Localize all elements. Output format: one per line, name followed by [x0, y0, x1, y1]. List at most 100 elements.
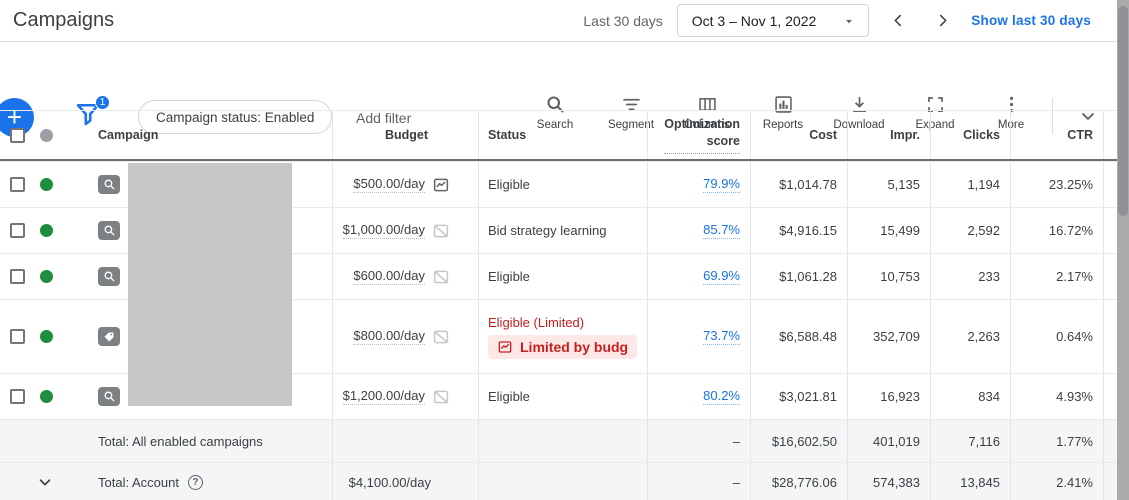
total-impressions-value: 401,019	[847, 420, 930, 462]
status-value: Eligible	[478, 162, 647, 207]
budget-value[interactable]: $600.00/day	[353, 268, 425, 285]
ctr-value: 4.93%	[1010, 374, 1103, 419]
toolbar-actions: Search Segment Columns Reports Download …	[517, 94, 1049, 131]
budget-value[interactable]: $1,200.00/day	[342, 388, 425, 405]
row-checkbox[interactable]	[10, 269, 25, 284]
table-row: $800.00/day Eligible (Limited) Limited b…	[0, 299, 1117, 373]
previous-period-button[interactable]	[883, 6, 913, 36]
optimization-score-link[interactable]: 69.9%	[703, 268, 740, 285]
campaign-enabled-dot-icon[interactable]	[40, 270, 53, 283]
optimization-score-column-header[interactable]: Optimization score	[647, 111, 750, 159]
caret-down-icon	[842, 14, 856, 28]
budget-value[interactable]: $500.00/day	[353, 176, 425, 193]
campaign-column-header[interactable]: Campaign	[98, 128, 159, 142]
ctr-value: 16.72%	[1010, 208, 1103, 253]
ctr-column-header[interactable]: CTR	[1010, 111, 1103, 159]
date-range-value: Oct 3 – Nov 1, 2022	[691, 12, 817, 29]
ctr-value: 0.64%	[1010, 300, 1103, 373]
budget-report-disabled-icon	[432, 222, 450, 240]
add-filter-button[interactable]: Add filter	[356, 110, 412, 126]
total-account-row: Total: Account ? $4,100.00/day – $28,776…	[0, 462, 1117, 500]
scrollbar-thumb[interactable]	[1118, 6, 1128, 216]
chevron-left-icon	[890, 12, 907, 29]
status-value: Eligible	[478, 374, 647, 419]
cost-column-header[interactable]: Cost	[750, 111, 847, 159]
budget-value[interactable]: $1,000.00/day	[342, 222, 425, 239]
total-impressions-value: 574,383	[847, 463, 930, 500]
budget-report-disabled-icon	[432, 388, 450, 406]
select-all-checkbox[interactable]	[10, 127, 25, 143]
date-preset-label: Last 30 days	[583, 12, 663, 29]
columns-button[interactable]: Columns	[669, 94, 745, 131]
budget-report-disabled-icon	[432, 328, 450, 346]
cost-value: $6,588.48	[750, 300, 847, 373]
impressions-column-header[interactable]: Impr.	[847, 111, 930, 159]
total-opt-value: –	[647, 420, 750, 462]
campaign-enabled-dot-icon[interactable]	[40, 390, 53, 403]
campaign-enabled-dot-icon[interactable]	[40, 224, 53, 237]
table-row: $600.00/day Eligible 69.9% $1,061.28 10,…	[0, 253, 1117, 299]
optimization-score-link[interactable]: 73.7%	[703, 328, 740, 345]
optimization-score-link[interactable]: 85.7%	[703, 222, 740, 239]
vertical-scrollbar[interactable]	[1117, 0, 1129, 500]
clicks-value: 233	[930, 254, 1010, 299]
segment-button[interactable]: Segment	[593, 94, 669, 131]
budget-value[interactable]: $800.00/day	[353, 328, 425, 345]
search-campaign-type-icon	[98, 221, 120, 240]
search-campaign-type-icon	[98, 387, 120, 406]
total-clicks-value: 7,116	[930, 420, 1010, 462]
show-last-30-days-link[interactable]: Show last 30 days	[971, 13, 1091, 28]
row-checkbox[interactable]	[10, 389, 25, 404]
clicks-value: 2,592	[930, 208, 1010, 253]
next-period-button[interactable]	[927, 6, 957, 36]
cost-value: $3,021.81	[750, 374, 847, 419]
date-range-selector[interactable]: Oct 3 – Nov 1, 2022	[676, 4, 870, 37]
campaign-enabled-dot-icon[interactable]	[40, 330, 53, 343]
toolbar: + 1 Campaign status: Enabled Add filter …	[0, 41, 1117, 137]
optimization-score-link[interactable]: 80.2%	[703, 388, 740, 405]
cost-value: $4,916.15	[750, 208, 847, 253]
cost-value: $1,014.78	[750, 162, 847, 207]
help-icon[interactable]: ?	[187, 474, 203, 490]
chevron-right-icon	[934, 12, 951, 29]
budget-report-icon[interactable]	[432, 176, 450, 194]
limited-by-budget-pill[interactable]: Limited by budg	[488, 334, 638, 359]
status-value: Bid strategy learning	[478, 208, 647, 253]
status-value: Eligible (Limited)	[488, 314, 585, 330]
download-button[interactable]: Download	[821, 94, 897, 131]
campaign-enabled-dot-icon[interactable]	[40, 178, 53, 191]
budget-report-disabled-icon	[432, 268, 450, 286]
total-clicks-value: 13,845	[930, 463, 1010, 500]
table-row: $1,000.00/day Bid strategy learning 85.7…	[0, 207, 1117, 253]
clicks-value: 2,263	[930, 300, 1010, 373]
status-column-header[interactable]: Status	[478, 111, 647, 159]
total-enabled-label: Total: All enabled campaigns	[98, 433, 263, 449]
ctr-value: 2.17%	[1010, 254, 1103, 299]
table-row: $500.00/day Eligible 79.9% $1,014.78 5,1…	[0, 161, 1117, 207]
optimization-score-link[interactable]: 79.9%	[703, 176, 740, 193]
download-label: Download	[833, 119, 885, 131]
budget-column-header[interactable]: Budget	[332, 111, 478, 159]
expand-totals-chevron-icon[interactable]	[36, 473, 54, 491]
expand-label: Expand	[915, 119, 955, 131]
row-checkbox[interactable]	[10, 329, 25, 344]
status-filter-dot-icon[interactable]	[40, 128, 53, 142]
total-budget-value: $4,100.00/day	[332, 463, 478, 500]
row-checkbox[interactable]	[10, 177, 25, 192]
search-label: Search	[536, 119, 574, 131]
expand-button[interactable]: Expand	[897, 94, 973, 131]
search-campaign-type-icon	[98, 175, 120, 194]
total-cost-value: $28,776.06	[750, 463, 847, 500]
row-checkbox[interactable]	[10, 223, 25, 238]
clicks-value: 834	[930, 374, 1010, 419]
reports-button[interactable]: Reports	[745, 94, 821, 131]
table-row: $1,200.00/day Eligible 80.2% $3,021.81 1…	[0, 373, 1117, 419]
search-button[interactable]: Search	[517, 94, 593, 131]
campaign-status-filter-chip[interactable]: Campaign status: Enabled	[138, 100, 333, 134]
table-header-row: Campaign Budget Status Optimization score…	[0, 111, 1117, 161]
impressions-value: 352,709	[847, 300, 930, 373]
clicks-column-header[interactable]: Clicks	[930, 111, 1010, 159]
filter-button[interactable]: 1	[74, 95, 110, 134]
filter-count-badge: 1	[95, 95, 110, 110]
toolbar-divider	[1052, 98, 1053, 134]
